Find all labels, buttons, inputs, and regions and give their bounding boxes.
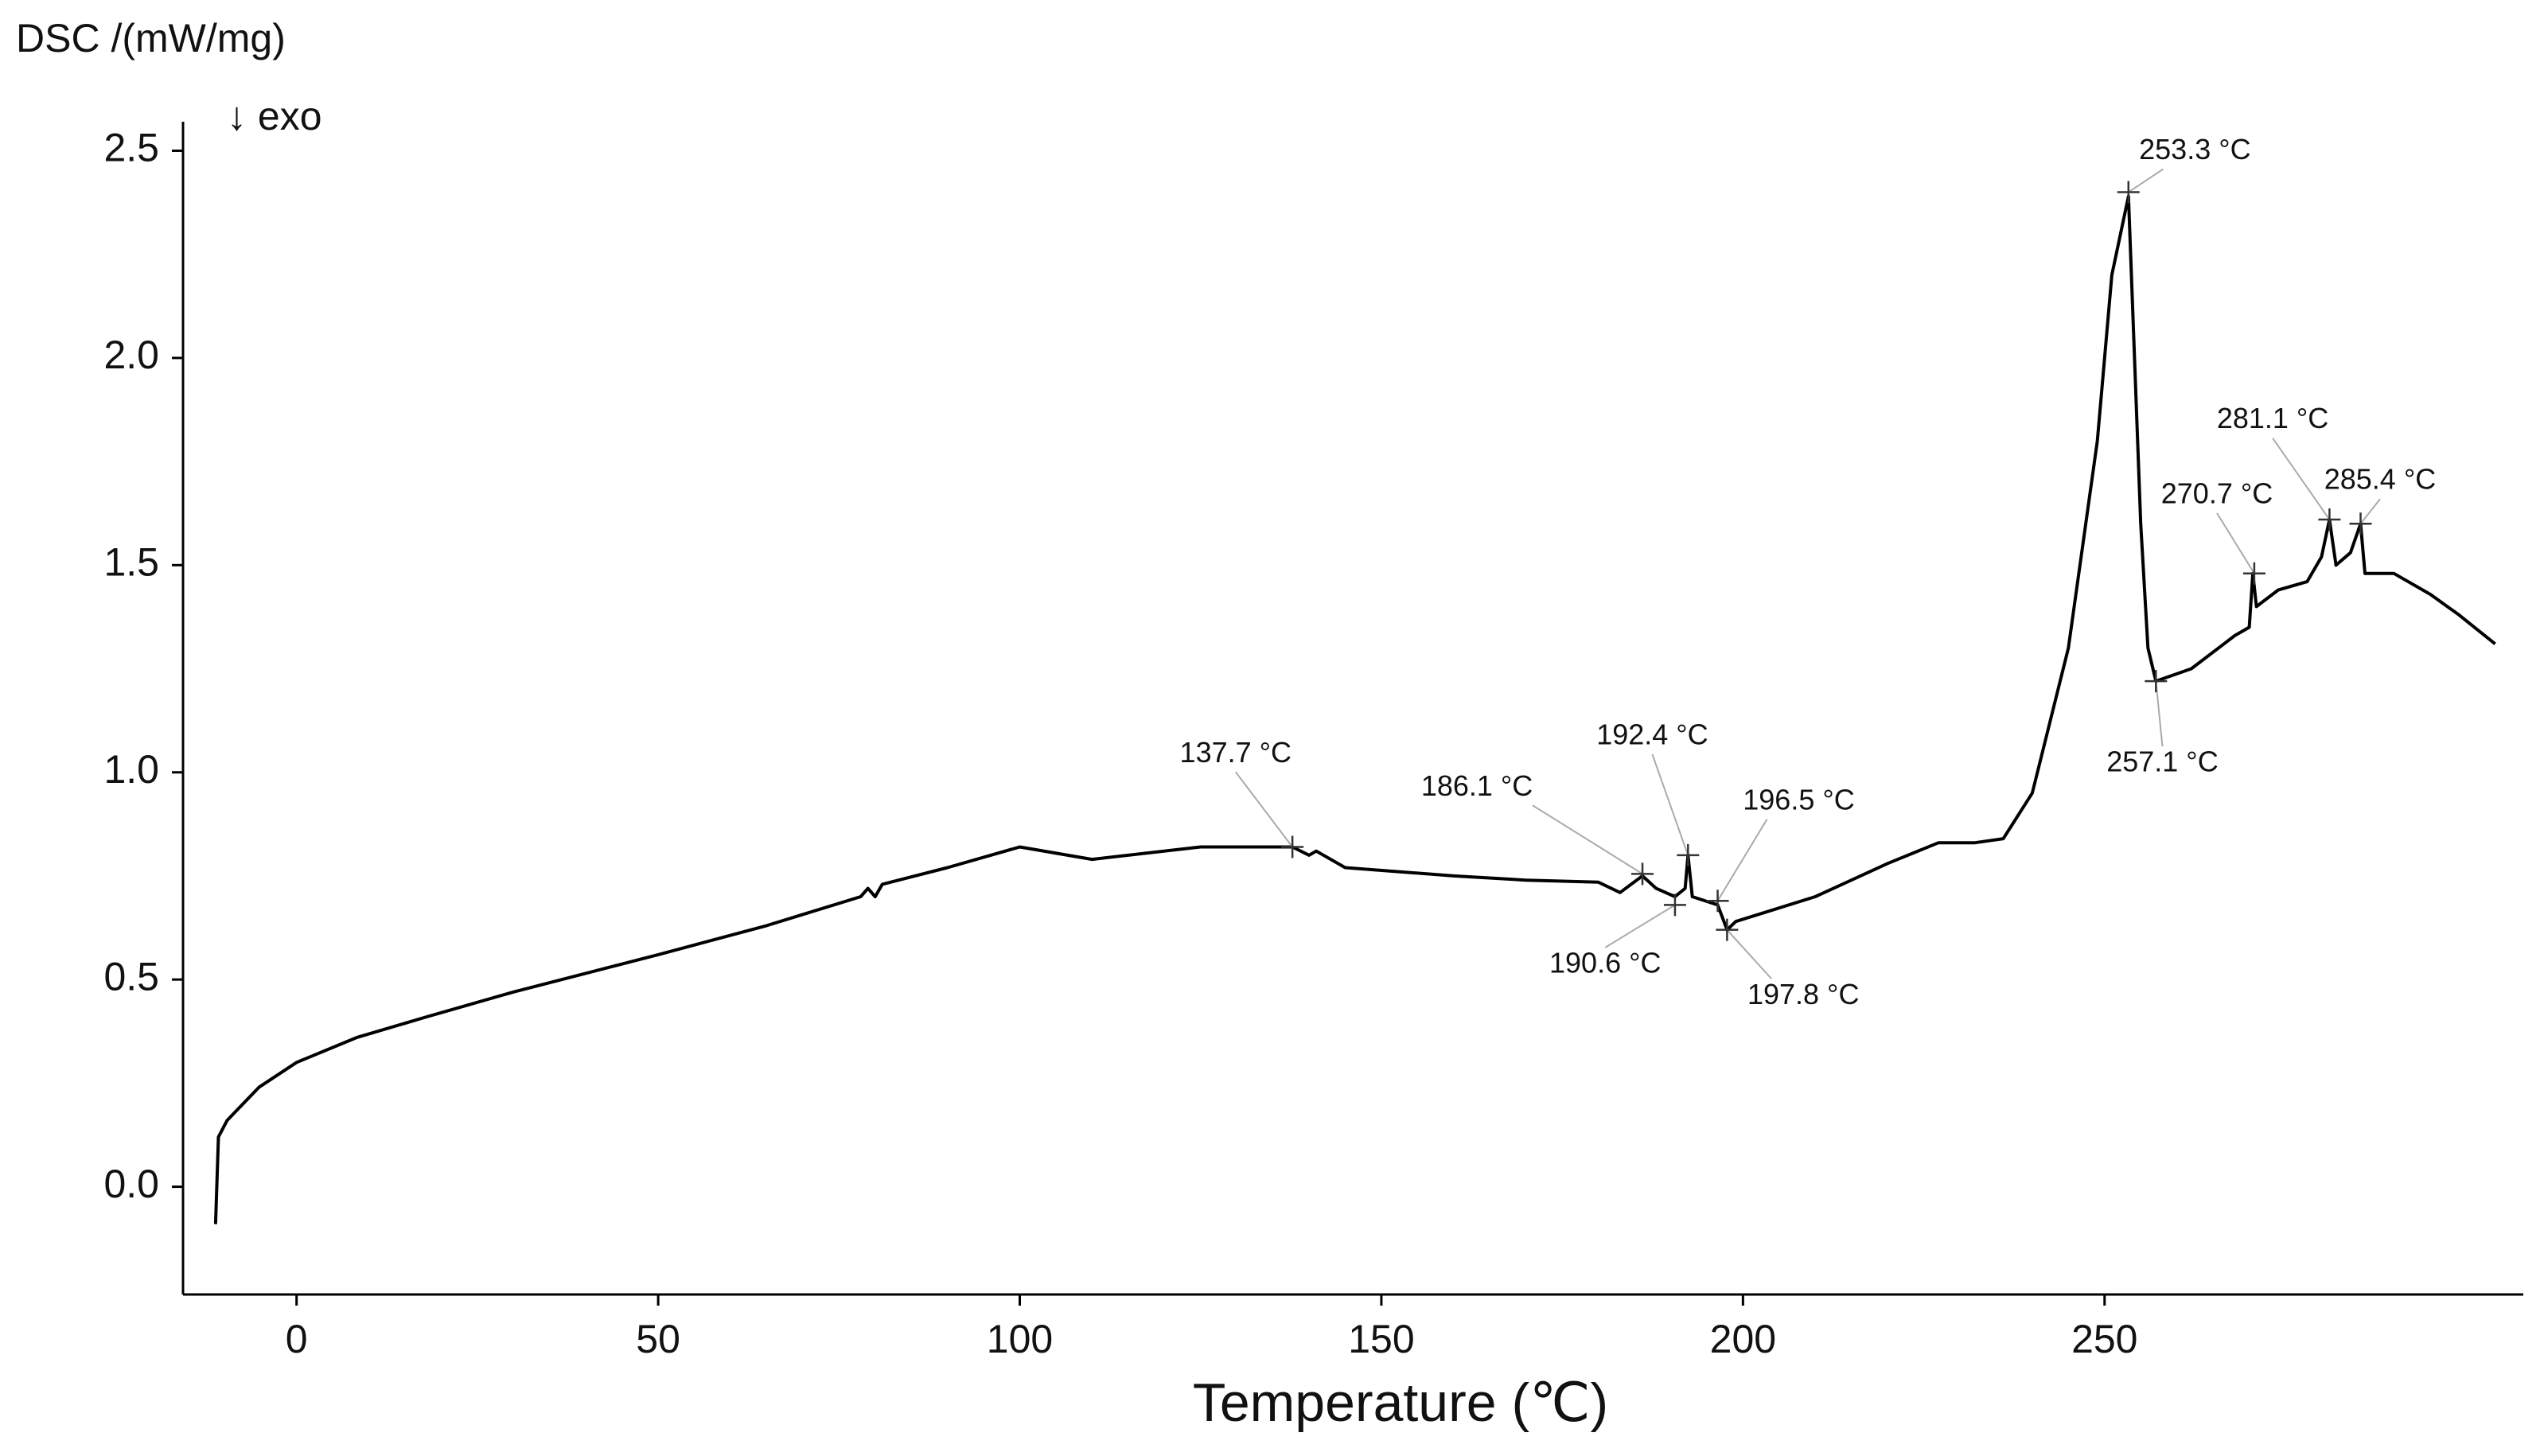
leader-line: [1532, 804, 1643, 875]
peak-label: 196.5 °C: [1743, 783, 1854, 816]
y-tick-label: 2.5: [103, 126, 159, 170]
peak-marker: [2318, 508, 2341, 531]
peak-marker: [1663, 893, 1686, 917]
peak-label: 137.7 °C: [1180, 736, 1291, 769]
peak-marker: [2117, 181, 2140, 204]
x-tick-label: 150: [1348, 1317, 1414, 1361]
peak-label: 192.4 °C: [1596, 718, 1708, 751]
peak-label: 270.7 °C: [2161, 477, 2273, 509]
leader-line: [1716, 819, 1768, 901]
leader-line: [2359, 498, 2381, 524]
dsc-curve: [213, 194, 2496, 1224]
leader-line: [2272, 438, 2331, 520]
x-tick-label: 0: [286, 1317, 308, 1361]
peak-marker: [1706, 890, 1729, 913]
peak-label: 186.1 °C: [1421, 769, 1533, 802]
y-tick-label: 1.0: [103, 747, 159, 792]
peak-marker: [1281, 835, 1304, 858]
exo-note: ↓ exo: [227, 94, 322, 138]
leader-line: [2155, 681, 2164, 747]
peak-label: 257.1 °C: [2106, 746, 2218, 778]
x-tick-label: 250: [2071, 1317, 2137, 1361]
peak-label: 190.6 °C: [1549, 946, 1661, 979]
x-tick-label: 50: [636, 1317, 680, 1361]
x-tick-label: 100: [987, 1317, 1053, 1361]
peak-marker: [1631, 862, 1654, 886]
y-tick-label: 0.5: [103, 954, 159, 999]
peak-marker: [1677, 843, 1700, 866]
leader-line: [2216, 512, 2255, 574]
x-axis-label: Temperature (℃): [1193, 1372, 1608, 1433]
x-tick-label: 200: [1710, 1317, 1776, 1361]
peak-marker: [2349, 512, 2372, 535]
leader-line: [1604, 904, 1676, 948]
peak-marker: [1716, 918, 1739, 941]
y-tick-label: 2.0: [103, 333, 159, 377]
y-tick-label: 0.0: [103, 1162, 159, 1206]
leader-line: [2128, 168, 2164, 193]
leader-line: [1651, 753, 1689, 856]
leader-line: [1234, 771, 1293, 848]
peak-label: 281.1 °C: [2217, 402, 2328, 434]
peak-label: 253.3 °C: [2139, 133, 2250, 165]
leader-line: [1726, 928, 1772, 979]
y-axis-label: DSC /(mW/mg): [16, 16, 286, 60]
peak-marker: [2242, 562, 2265, 585]
peak-label: 197.8 °C: [1747, 978, 1859, 1010]
y-tick-label: 1.5: [103, 540, 159, 585]
peak-label: 285.4 °C: [2324, 463, 2436, 496]
peak-marker: [2145, 670, 2168, 693]
